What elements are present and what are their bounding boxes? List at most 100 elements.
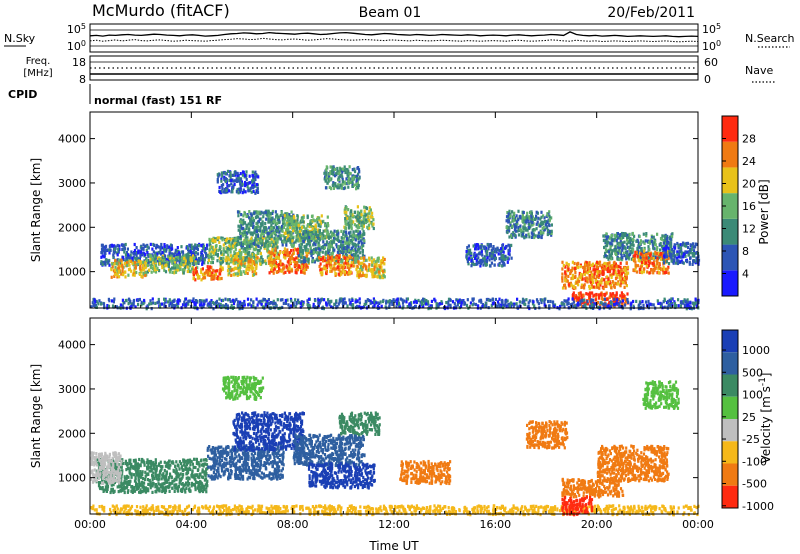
velocity-echo-region	[399, 459, 452, 486]
power-cbar-swatch	[722, 167, 738, 194]
noise-frame	[89, 23, 699, 53]
power-cbar-swatch	[722, 218, 738, 245]
velocity-echo-region	[232, 411, 305, 452]
power-ytick-label: 4000	[58, 133, 86, 146]
velocity-cbar-tick: -500	[742, 478, 767, 491]
velocity-echo-region	[561, 477, 625, 499]
x-axis-title: Time UT	[368, 539, 419, 553]
power-echo-region	[505, 209, 553, 240]
power-ylabel: Slant Range [km]	[29, 158, 43, 262]
power-cbar-tick: 4	[742, 268, 749, 281]
power-panel: 1000 2000 3000 4000 Slant Range [km] 4 8 12 16…	[29, 111, 771, 311]
velocity-echo-region	[307, 462, 376, 490]
power-data	[90, 165, 701, 311]
power-echo-region	[465, 242, 513, 268]
power-echo-region	[323, 165, 361, 191]
power-echo-region	[110, 258, 148, 279]
velocity-panel: 1000 2000 3000 4000 00:00 04:00 08:00 12:00 16:…	[29, 317, 774, 553]
velocity-ytick-label: 1000	[58, 472, 86, 485]
velocity-cbar-tick: -100	[742, 455, 767, 468]
date-title: 20/Feb/2011	[607, 5, 695, 21]
velocity-ylabel: Slant Range [km]	[29, 364, 43, 468]
nave-label: Nave	[745, 64, 773, 77]
freq-tick-high: 18	[72, 56, 86, 69]
power-cbar-swatch	[722, 141, 738, 168]
power-echo-region	[353, 256, 386, 280]
power-ytick-label: 1000	[58, 266, 86, 279]
power-cbar-label: Power [dB]	[757, 179, 771, 244]
power-cbar-tick: 8	[742, 245, 749, 258]
velocity-cbar-swatch	[722, 352, 738, 375]
velocity-cbar-tick: 500	[742, 366, 763, 379]
velocity-cbar-swatch	[722, 374, 738, 397]
freq-label: Freq.	[26, 56, 51, 67]
x-tick-label: 00:00	[74, 518, 106, 531]
velocity-echo-region	[221, 375, 265, 401]
noise-left-tick-high: 105	[67, 22, 86, 36]
power-echo-region	[145, 254, 199, 275]
power-cbar-tick: 20	[742, 178, 756, 191]
power-echo-region	[343, 205, 375, 231]
x-tick-label: 00:00	[682, 518, 714, 531]
cpid-value: normal (fast) 151 RF	[94, 94, 222, 107]
velocity-echo-region	[642, 380, 680, 410]
velocity-echo-region	[90, 451, 123, 485]
power-echo-region	[561, 260, 630, 291]
power-echo-region	[226, 256, 259, 277]
power-x-ticks	[89, 112, 699, 308]
power-cbar-tick: 24	[742, 155, 756, 168]
noise-sky-label: N.Sky	[4, 32, 36, 45]
velocity-cbar-swatch	[722, 463, 738, 486]
x-tick-label: 20:00	[581, 518, 613, 531]
station-title: McMurdo (fitACF)	[92, 1, 230, 20]
power-ytick-label: 3000	[58, 177, 86, 190]
velocity-cbar-swatch	[722, 419, 738, 442]
velocity-ytick-label: 3000	[58, 383, 86, 396]
velocity-echo-region	[338, 411, 381, 437]
x-tick-label: 12:00	[378, 518, 410, 531]
freq-panel: Freq. [MHz] 18 8 60 0 Nave CPID normal (…	[8, 55, 776, 107]
velocity-cbar-label: Velocity [m s-1]	[758, 373, 773, 464]
freq-unit: [MHz]	[23, 68, 52, 79]
velocity-y-axis: 1000 2000 3000 4000	[58, 339, 698, 485]
power-cbar-swatch	[722, 116, 738, 142]
noise-panel: N.Sky 105 100 105 100 N.Search	[4, 22, 795, 53]
power-echo-region	[267, 247, 310, 275]
power-echo-region	[662, 240, 701, 266]
velocity-ytick-label: 2000	[58, 427, 86, 440]
sky-noise-trace	[89, 31, 699, 38]
velocity-echo-region	[525, 420, 569, 450]
nave-tick-low: 0	[704, 73, 711, 86]
velocity-cbar-swatch	[722, 330, 738, 353]
noise-search-label: N.Search	[745, 32, 795, 45]
power-cbar-swatch	[722, 270, 738, 296]
beam-title: Beam 01	[359, 5, 422, 21]
velocity-echo-region	[95, 457, 209, 495]
power-cbar-swatch	[722, 193, 738, 219]
power-y-axis: 1000 2000 3000 4000	[58, 133, 698, 279]
freq-tick-low: 8	[79, 73, 86, 86]
velocity-colorbar: 1000 500 100 25 -25 -100 -500 -1000	[721, 329, 774, 513]
velocity-cbar-tick: -1000	[742, 500, 774, 513]
power-echo-region	[216, 169, 260, 195]
x-tick-label: 16:00	[479, 518, 511, 531]
x-tick-label: 08:00	[277, 518, 309, 531]
velocity-echo-region	[90, 504, 700, 517]
power-colorbar: 4 8 12 16 20 24 28	[721, 115, 756, 297]
noise-right-tick-high: 105	[702, 22, 721, 36]
velocity-cbar-swatch	[722, 485, 738, 508]
noise-left-tick-low: 100	[67, 39, 86, 53]
power-cbar-tick: 16	[742, 200, 756, 213]
velocity-ytick-label: 4000	[58, 339, 86, 352]
velocity-cbar-tick: 1000	[742, 344, 770, 357]
power-cbar-swatch	[722, 244, 738, 271]
power-echo-region	[90, 297, 700, 311]
velocity-echo-region	[206, 444, 285, 481]
power-echo-region	[318, 254, 356, 277]
nave-tick-high: 60	[704, 56, 718, 69]
velocity-echo-region	[292, 433, 366, 468]
power-echo-region	[192, 265, 224, 282]
velocity-cbar-tick: 100	[742, 389, 763, 402]
velocity-data	[90, 375, 700, 517]
